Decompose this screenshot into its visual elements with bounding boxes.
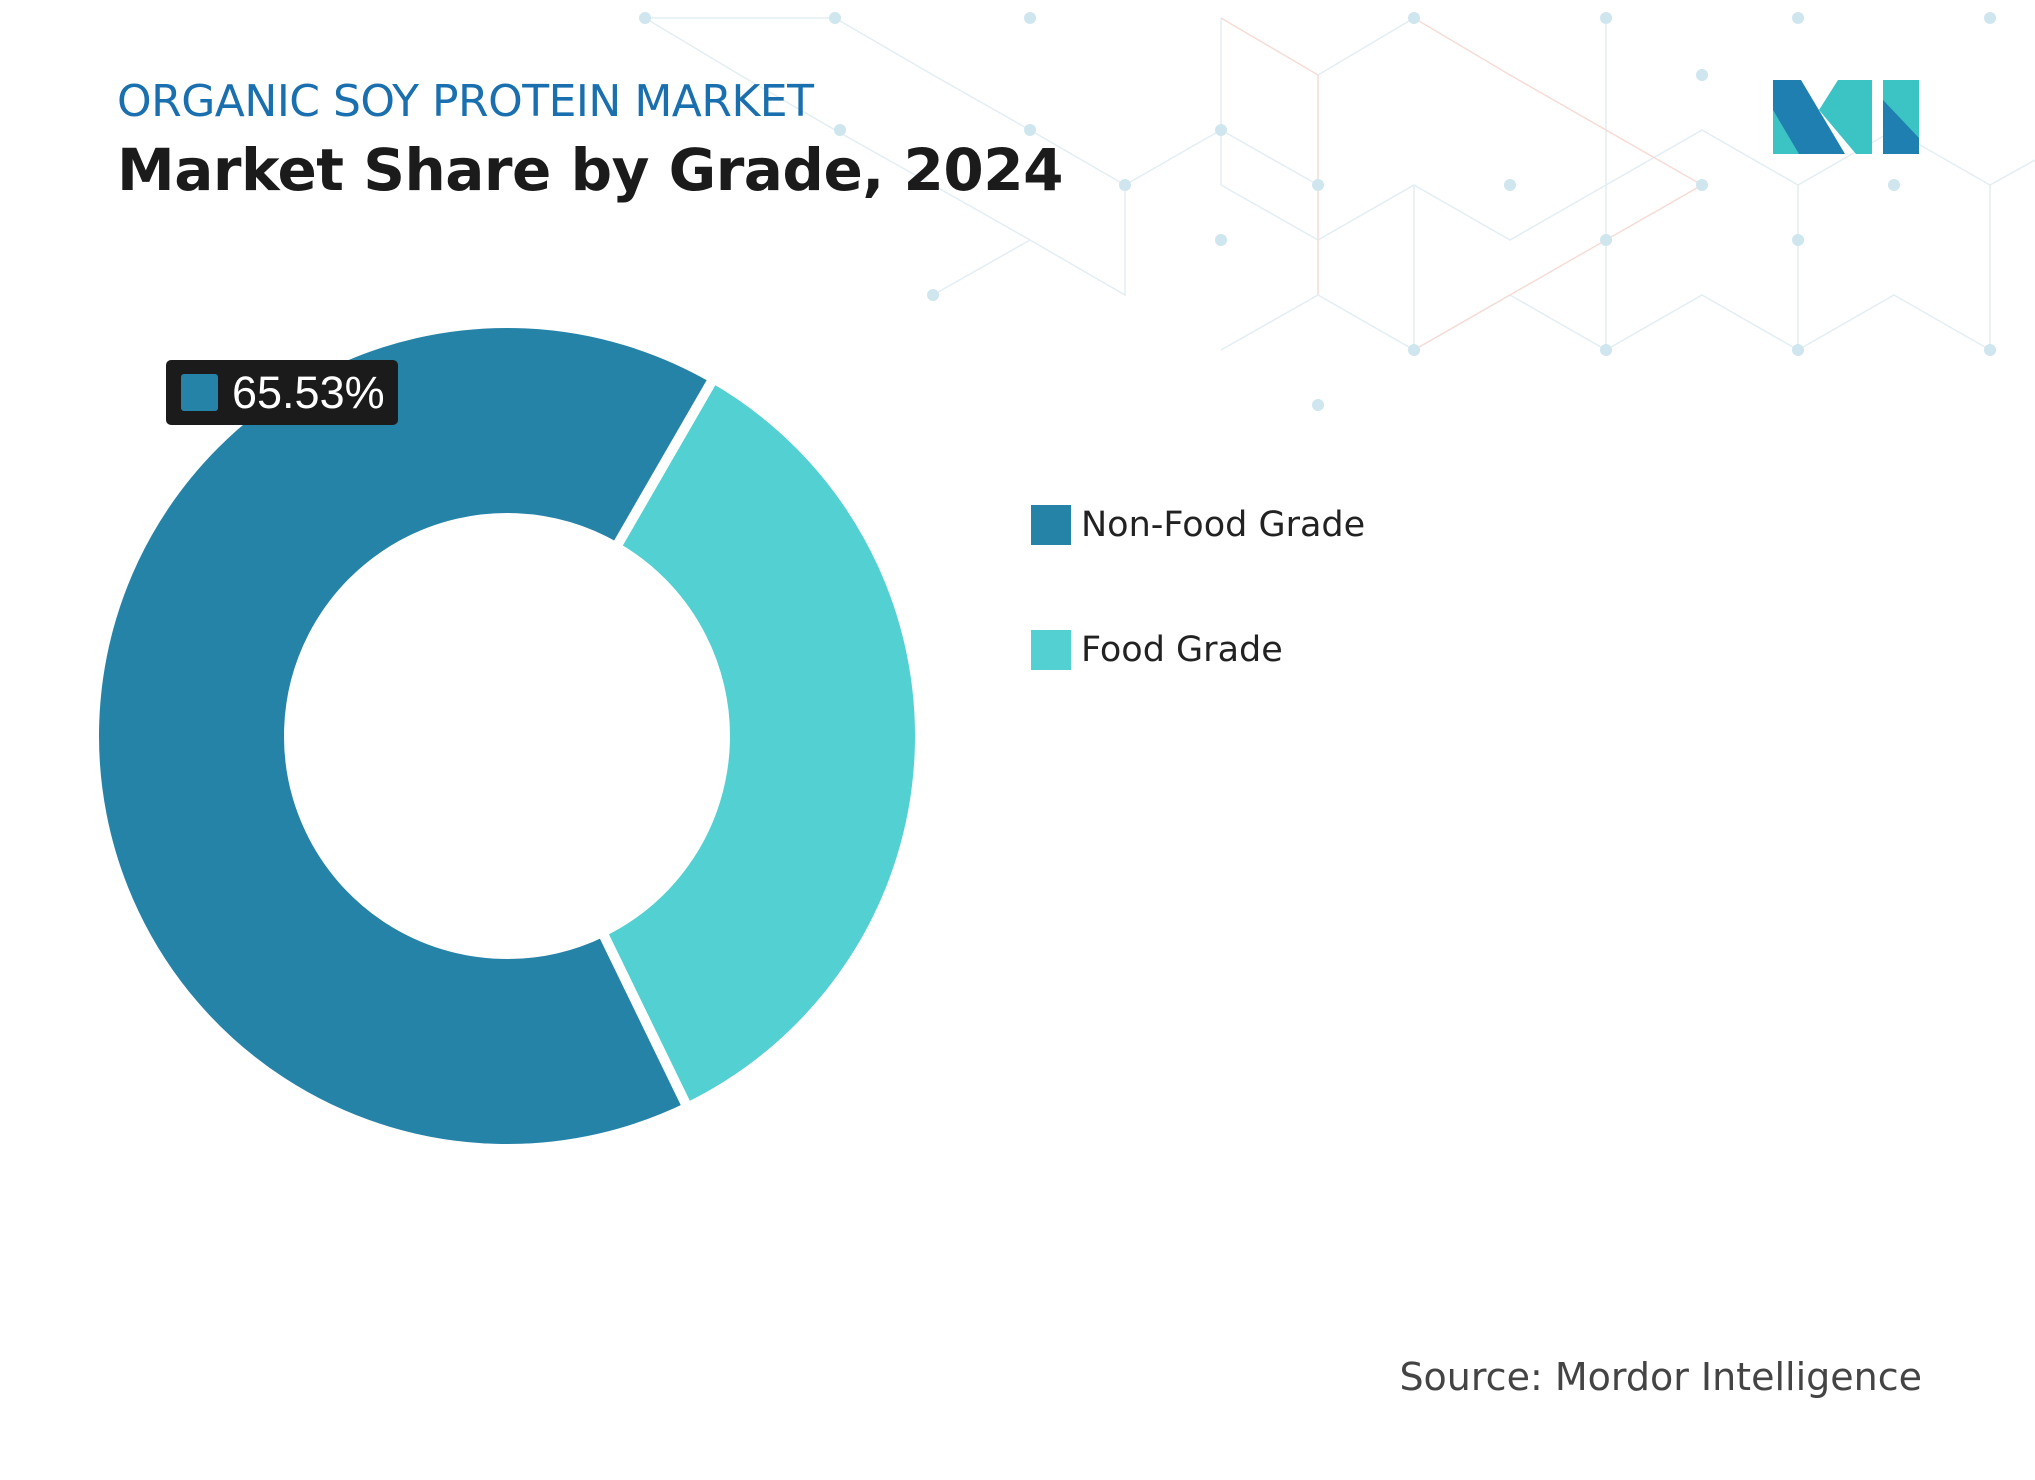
donut-slice-non-food-grade <box>89 318 721 1154</box>
data-label-non-food-grade: 65.53% <box>166 360 398 425</box>
legend-item-non-food-grade: Non-Food Grade <box>1031 500 1365 550</box>
data-label-swatch <box>181 374 218 411</box>
legend-label: Non-Food Grade <box>1081 505 1366 545</box>
source-note: Source: Mordor Intelligence <box>1399 1355 1922 1399</box>
mordor-logo <box>1773 80 1919 154</box>
legend: Non-Food Grade Food Grade <box>1031 500 1365 750</box>
legend-swatch <box>1031 505 1071 545</box>
legend-item-food-grade: Food Grade <box>1031 625 1365 675</box>
legend-swatch <box>1031 630 1071 670</box>
legend-label: Food Grade <box>1081 630 1283 670</box>
chart-kicker: ORGANIC SOY PROTEIN MARKET <box>117 76 814 127</box>
donut-slice-food-grade <box>595 371 925 1115</box>
data-label-value: 65.53% <box>232 366 385 418</box>
chart-title: Market Share by Grade, 2024 <box>117 136 1063 204</box>
